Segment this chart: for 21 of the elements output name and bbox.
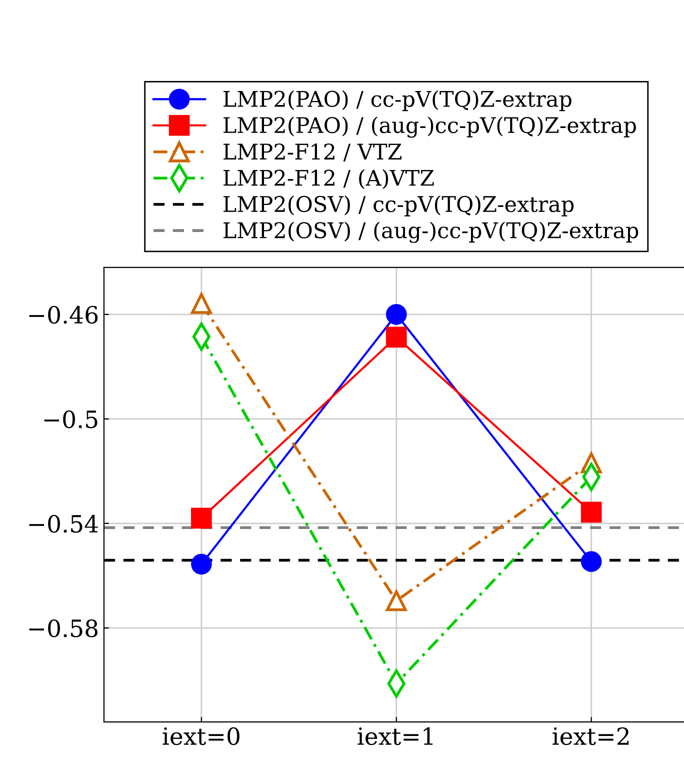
point bbox=[386, 590, 407, 612]
legend-label: LMP2-F12 / (A)VTZ bbox=[224, 169, 434, 190]
legend-label: LMP2(PAO) / cc-pV(TQ)Z-extrap bbox=[224, 90, 572, 112]
legend-label: LMP2-F12 / VTZ bbox=[224, 143, 402, 162]
x-tick-label: iext=1 bbox=[358, 727, 433, 746]
y-tick-label: −0.5 bbox=[44, 410, 98, 428]
point bbox=[386, 304, 407, 325]
point bbox=[386, 326, 407, 348]
legend-label: LMP2(OSV) / (aug-)cc-pV(TQ)Z-extrap bbox=[224, 222, 638, 243]
legend-label: LMP2(PAO) / (aug-)cc-pV(TQ)Z-extrap bbox=[224, 116, 636, 138]
x-tick-label: iext=2 bbox=[552, 727, 629, 746]
y-tick-label: −0.54 bbox=[29, 514, 98, 533]
point bbox=[580, 502, 602, 523]
y-tick-label: −0.46 bbox=[29, 306, 98, 324]
y-tick-label: −0.58 bbox=[29, 619, 98, 638]
point bbox=[191, 508, 212, 529]
point bbox=[191, 293, 212, 314]
point bbox=[580, 551, 602, 572]
point bbox=[191, 554, 212, 575]
legend-label: LMP2(OSV) / cc-pV(TQ)Z-extrap bbox=[224, 196, 574, 216]
x-tick-label: iext=0 bbox=[162, 727, 240, 746]
